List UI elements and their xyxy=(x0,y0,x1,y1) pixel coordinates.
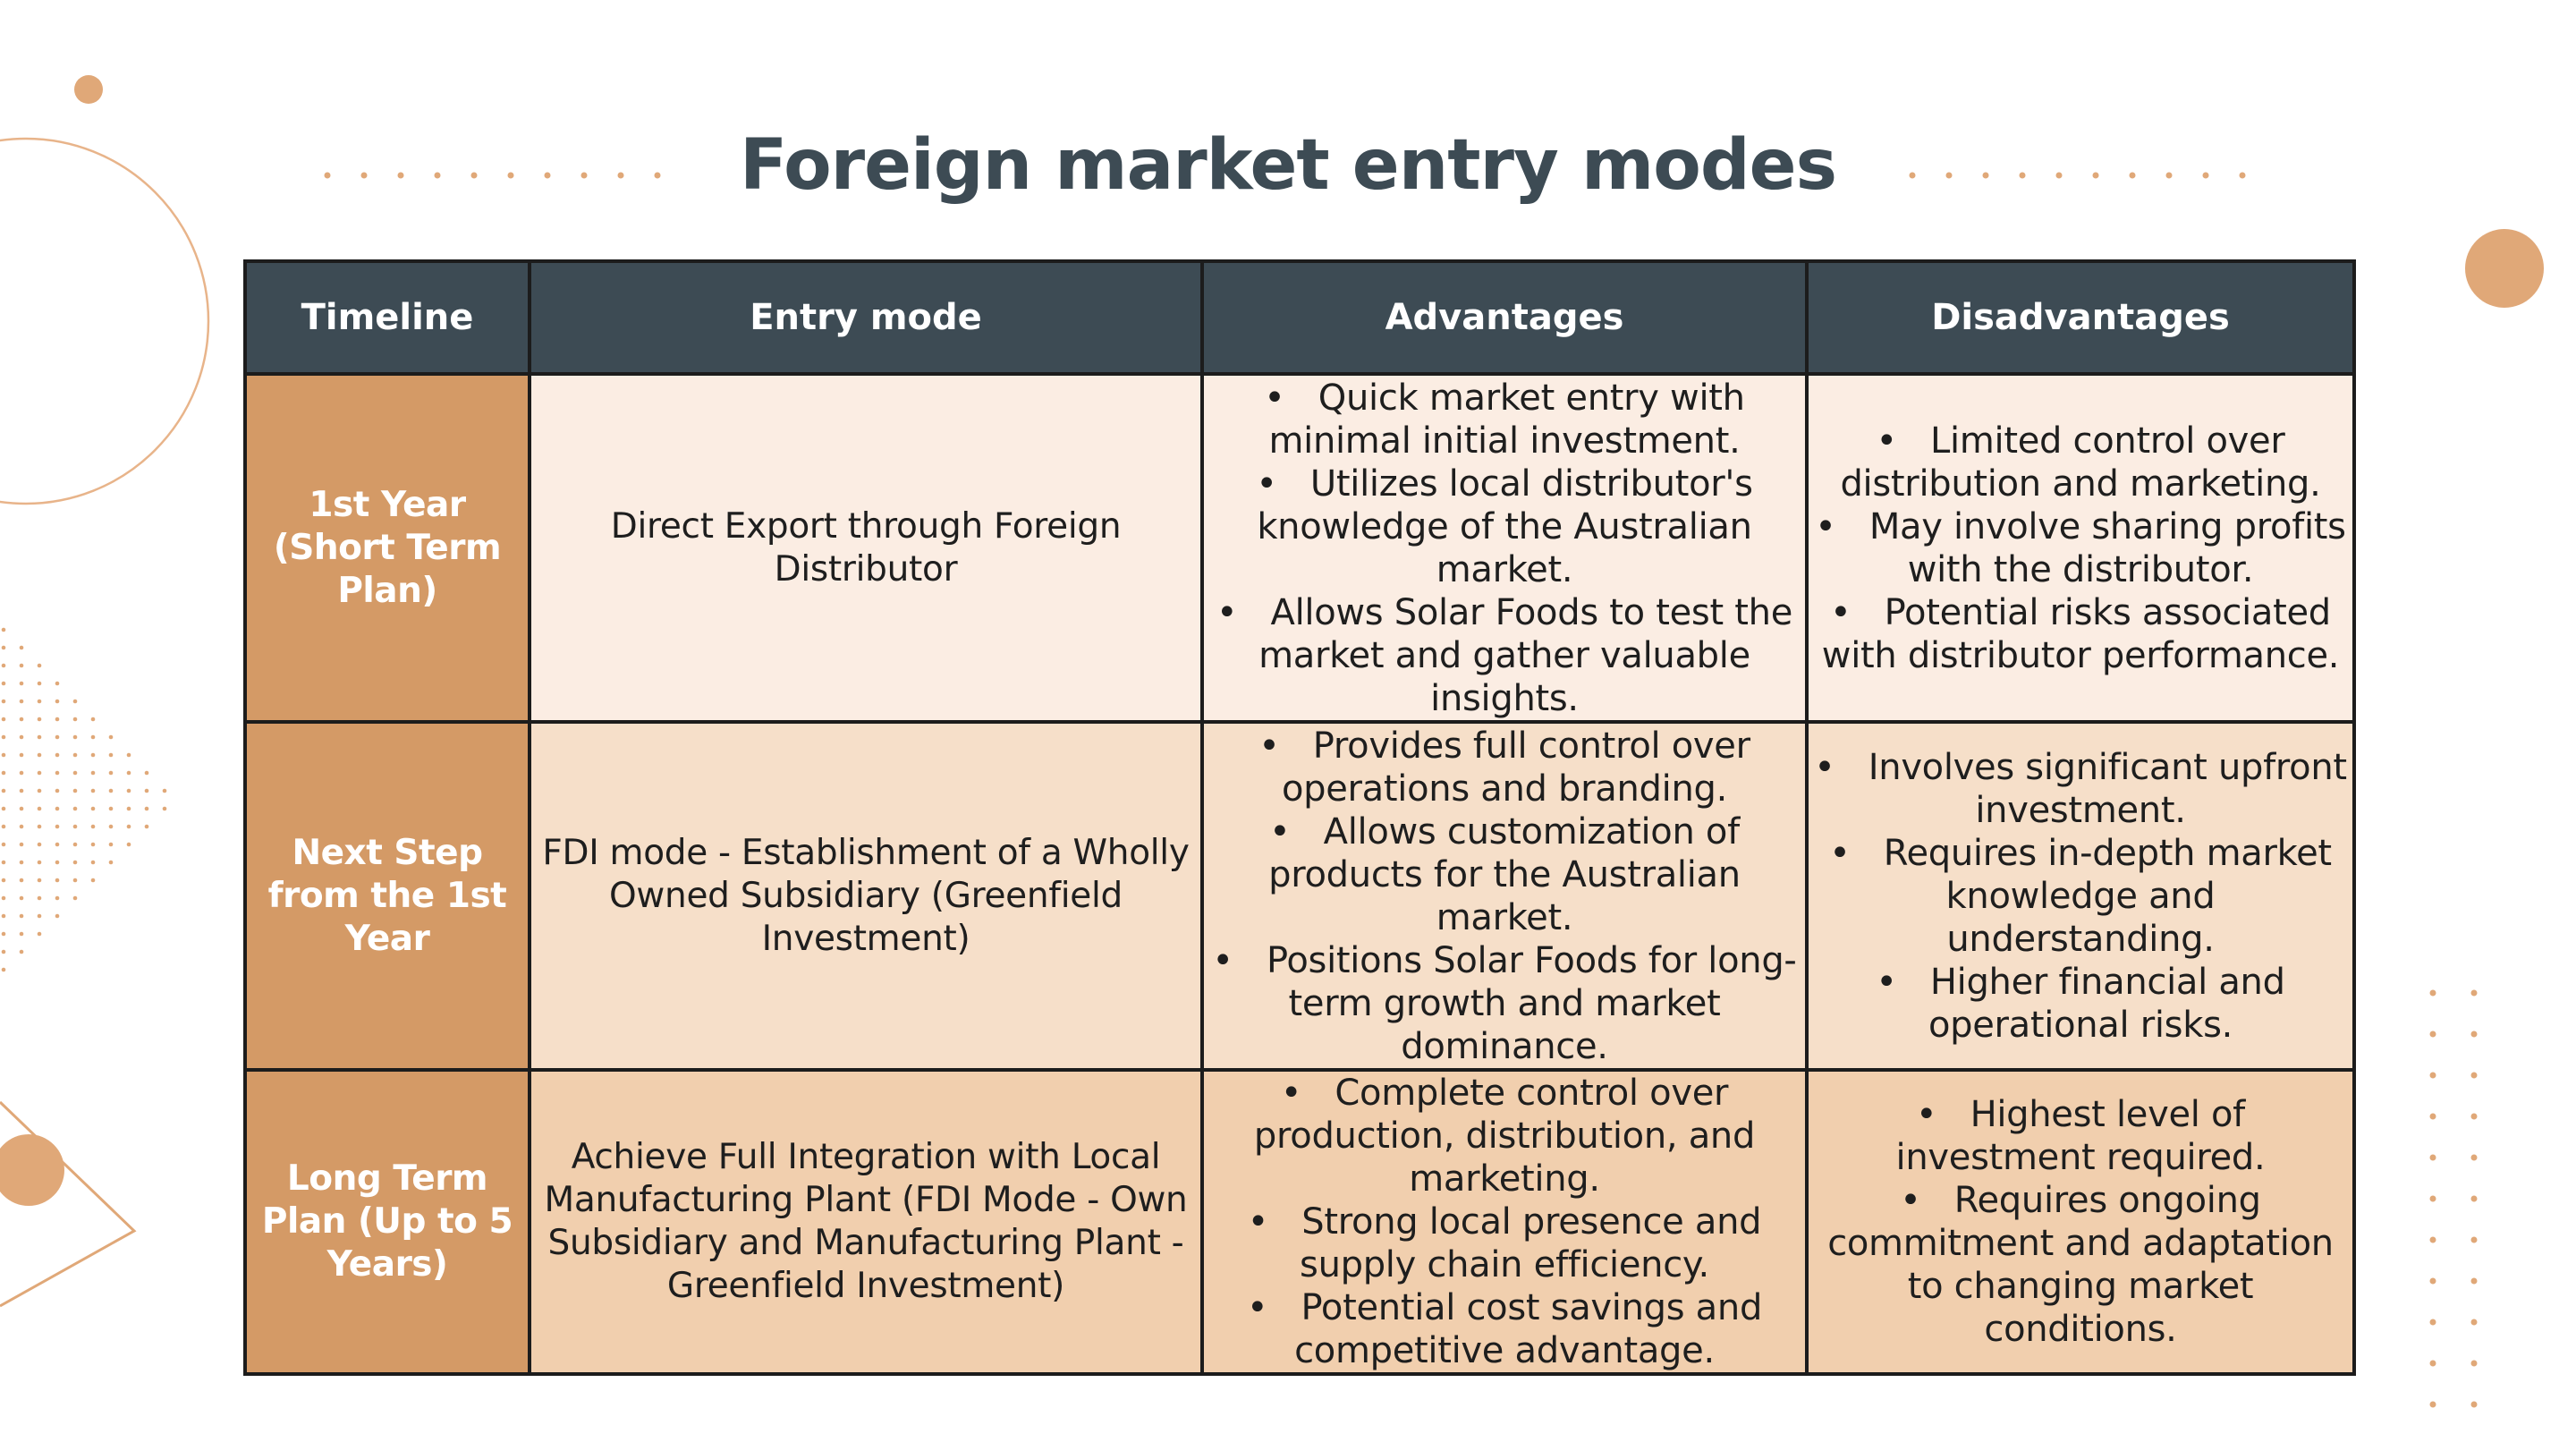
list-item: Requires in-depth market knowledge and u… xyxy=(1812,832,2349,961)
disadvantages-cell: Highest level of investment required. Re… xyxy=(1805,1068,2356,1376)
list-item: Potential cost savings and competitive a… xyxy=(1208,1286,1801,1370)
advantages-list: Complete control over production, distri… xyxy=(1208,1073,1801,1370)
advantages-list: Provides full control over operations an… xyxy=(1208,725,1801,1067)
disadvantages-list: Highest level of investment required. Re… xyxy=(1812,1093,2349,1351)
disadvantages-cell: Limited control over distribution and ma… xyxy=(1805,372,2356,724)
bottom-left-circle-shape xyxy=(0,1134,64,1206)
list-item: Involves significant upfront investment. xyxy=(1812,746,2349,832)
outline-circle-shape xyxy=(0,137,210,505)
list-item: May involve sharing profits with the dis… xyxy=(1812,505,2349,591)
filled-circle-shape xyxy=(2465,229,2544,308)
entry-mode-cell: Direct Export through Foreign Distributo… xyxy=(528,372,1204,724)
advantages-list: Quick market entry with minimal initial … xyxy=(1208,377,1801,719)
disadvantages-list: Involves significant upfront investment.… xyxy=(1812,746,2349,1047)
table-row: Long Term Plan (Up to 5 Years) Achieve F… xyxy=(243,1068,2356,1376)
list-item: Potential risks associated with distribu… xyxy=(1812,591,2349,677)
advantages-cell: Complete control over production, distri… xyxy=(1200,1068,1809,1376)
list-item: Provides full control over operations an… xyxy=(1208,725,1801,810)
header-disadvantages: Disadvantages xyxy=(1805,259,2356,376)
header-advantages: Advantages xyxy=(1200,259,1809,376)
entry-mode-cell: FDI mode - Establishment of a Wholly Own… xyxy=(528,720,1204,1072)
table-row: Next Step from the 1st Year FDI mode - E… xyxy=(243,720,2356,1072)
list-item: Highest level of investment required. xyxy=(1812,1093,2349,1179)
list-item: Requires ongoing commitment and adaptati… xyxy=(1812,1179,2349,1351)
triangle-outline-shape xyxy=(0,1100,137,1308)
header-timeline: Timeline xyxy=(243,259,531,376)
dotted-line-left xyxy=(324,172,661,179)
entry-modes-table: Timeline Entry mode Advantages Disadvant… xyxy=(243,259,2356,1376)
list-item: Limited control over distribution and ma… xyxy=(1812,420,2349,505)
table-row: 1st Year (Short Term Plan) Direct Export… xyxy=(243,372,2356,724)
dotted-line-right xyxy=(1909,172,2246,179)
disadvantages-cell: Involves significant upfront investment.… xyxy=(1805,720,2356,1072)
advantages-cell: Quick market entry with minimal initial … xyxy=(1200,372,1809,724)
list-item: Allows Solar Foods to test the market an… xyxy=(1208,591,1801,719)
page-title: Foreign market entry modes xyxy=(739,125,1837,206)
dot-grid-shape xyxy=(2404,975,2497,1440)
entry-mode-cell: Achieve Full Integration with Local Manu… xyxy=(528,1068,1204,1376)
timeline-cell: Next Step from the 1st Year xyxy=(243,720,531,1072)
list-item: Positions Solar Foods for long-term grow… xyxy=(1208,939,1801,1067)
timeline-cell: Long Term Plan (Up to 5 Years) xyxy=(243,1068,531,1376)
dotted-triangle-shape xyxy=(0,617,183,984)
list-item: Utilizes local distributor's knowledge o… xyxy=(1208,462,1801,591)
disadvantages-list: Limited control over distribution and ma… xyxy=(1812,420,2349,677)
small-circle-shape xyxy=(74,75,103,104)
list-item: Allows customization of products for the… xyxy=(1208,810,1801,939)
list-item: Strong local presence and supply chain e… xyxy=(1208,1200,1801,1286)
timeline-cell: 1st Year (Short Term Plan) xyxy=(243,372,531,724)
list-item: Quick market entry with minimal initial … xyxy=(1208,377,1801,462)
list-item: Complete control over production, distri… xyxy=(1208,1073,1801,1200)
advantages-cell: Provides full control over operations an… xyxy=(1200,720,1809,1072)
header-entry-mode: Entry mode xyxy=(528,259,1204,376)
list-item: Higher financial and operational risks. xyxy=(1812,961,2349,1047)
table-header-row: Timeline Entry mode Advantages Disadvant… xyxy=(243,259,2356,376)
